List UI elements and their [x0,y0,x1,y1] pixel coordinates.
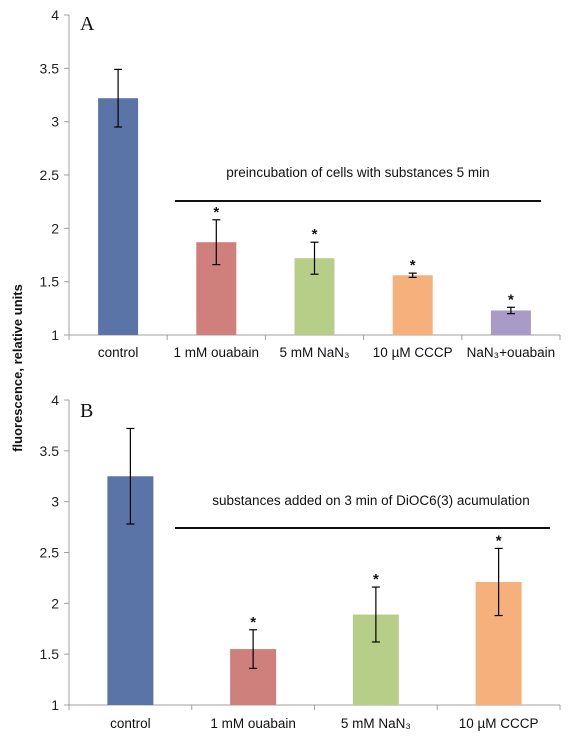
panel-a: 1 1.5 2 2.5 3 3.5 4 control * 1 mM ouabain * 5 mM N… [40,7,561,360]
bar [490,310,531,335]
significance-star: * [496,532,502,549]
y-tick-label: 3 [51,114,59,130]
bar [392,275,433,335]
panel-b: 1 1.5 2 2.5 3 3.5 4 control * 1 mM ouabain * 5 mM N… [40,392,561,731]
y-tick-label: 1 [51,327,59,343]
category-label: 5 mM NaN₃ [279,345,349,360]
y-tick-label: 3.5 [40,60,60,76]
category-label: 10 µM CCCP [459,716,539,731]
y-tick-label: 3.5 [40,443,60,459]
category-label: 1 mM ouabain [210,716,296,731]
category-label: NaN₃+ouabain [467,345,555,360]
y-tick-label: 2 [51,220,59,236]
significance-star: * [508,291,514,308]
significance-star: * [373,571,379,588]
y-tick-label: 1.5 [40,646,60,662]
category-label: control [110,716,151,731]
y-tick-label: 2.5 [40,167,60,183]
significance-star: * [250,614,256,631]
y-tick-label: 2.5 [40,545,60,561]
panel-label: A [80,13,95,35]
y-tick-label: 1 [51,697,59,713]
category-label: 5 mM NaN₃ [341,716,411,731]
significance-star: * [410,257,416,274]
treatment-annotation: preincubation of cells with substances 5… [226,165,489,180]
y-axis-label: fluorescence, relative units [10,284,25,452]
y-tick-label: 4 [51,7,59,23]
significance-star: * [312,226,318,243]
y-tick-label: 1.5 [40,274,60,290]
bar [98,98,139,335]
significance-star: * [213,204,219,221]
panel-label: B [80,400,93,422]
treatment-annotation: substances added on 3 min of DiOC6(3) ac… [212,493,529,508]
category-label: control [98,345,139,360]
y-tick-label: 2 [51,595,59,611]
category-label: 1 mM ouabain [174,345,260,360]
y-tick-label: 3 [51,494,59,510]
category-label: 10 µM CCCP [373,345,453,360]
y-tick-label: 4 [51,392,59,408]
